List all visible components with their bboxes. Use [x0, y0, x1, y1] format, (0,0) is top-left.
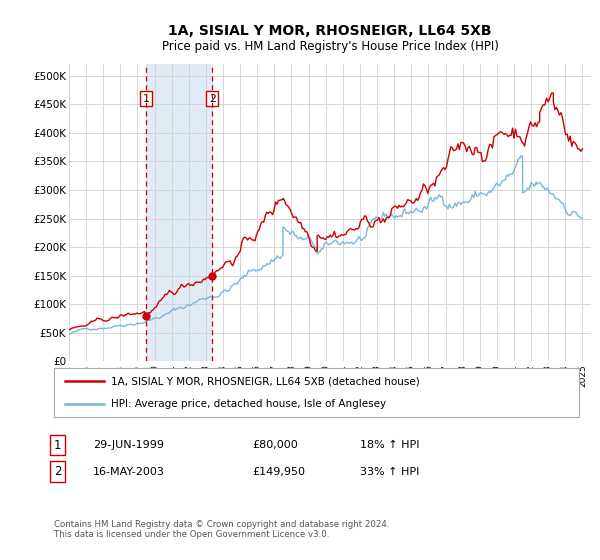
Text: 1: 1 [142, 94, 149, 104]
Text: 2: 2 [54, 465, 62, 478]
Text: 16-MAY-2003: 16-MAY-2003 [93, 466, 165, 477]
Text: 29-JUN-1999: 29-JUN-1999 [93, 440, 164, 450]
Text: 1: 1 [54, 438, 62, 452]
Bar [146, 64, 212, 361]
Text: 2: 2 [209, 94, 215, 104]
Text: £80,000: £80,000 [252, 440, 298, 450]
Text: £149,950: £149,950 [252, 466, 305, 477]
Text: 18% ↑ HPI: 18% ↑ HPI [360, 440, 419, 450]
Text: 1A, SISIAL Y MOR, RHOSNEIGR, LL64 5XB (detached house): 1A, SISIAL Y MOR, RHOSNEIGR, LL64 5XB (d… [111, 376, 420, 386]
Text: HPI: Average price, detached house, Isle of Anglesey: HPI: Average price, detached house, Isle… [111, 399, 386, 409]
Text: Contains HM Land Registry data © Crown copyright and database right 2024.
This d: Contains HM Land Registry data © Crown c… [54, 520, 389, 539]
Text: Price paid vs. HM Land Registry's House Price Index (HPI): Price paid vs. HM Land Registry's House … [161, 40, 499, 53]
Text: 33% ↑ HPI: 33% ↑ HPI [360, 466, 419, 477]
Text: 1A, SISIAL Y MOR, RHOSNEIGR, LL64 5XB: 1A, SISIAL Y MOR, RHOSNEIGR, LL64 5XB [168, 24, 492, 38]
